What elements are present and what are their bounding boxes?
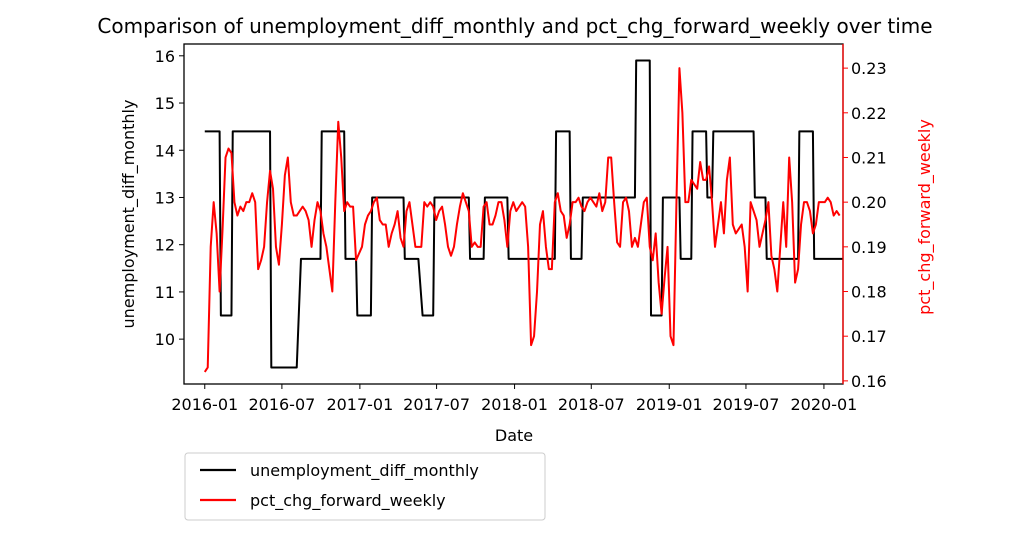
x-tick-label: 2016-07 bbox=[248, 395, 315, 414]
right-tick-label: 0.22 bbox=[851, 104, 887, 123]
x-axis-label: Date bbox=[495, 426, 533, 445]
x-tick-label: 2016-01 bbox=[171, 395, 238, 414]
legend-label-pct-chg: pct_chg_forward_weekly bbox=[250, 491, 446, 511]
left-tick-label: 15 bbox=[155, 94, 175, 113]
right-tick-label: 0.16 bbox=[851, 372, 887, 391]
right-tick-label: 0.20 bbox=[851, 193, 887, 212]
x-tick-label: 2017-01 bbox=[326, 395, 393, 414]
right-tick-label: 0.21 bbox=[851, 148, 887, 167]
left-tick-label: 14 bbox=[155, 141, 175, 160]
series-line-pct-chg-forward-weekly bbox=[203, 67, 841, 373]
right-tick-label: 0.17 bbox=[851, 327, 887, 346]
legend-box bbox=[184, 452, 546, 521]
plot-area bbox=[183, 43, 844, 385]
x-tick-label: 2020-01 bbox=[790, 395, 857, 414]
x-tick-label: 2018-07 bbox=[558, 395, 625, 414]
x-tick-label: 2017-07 bbox=[403, 395, 470, 414]
left-tick-label: 10 bbox=[155, 330, 175, 349]
x-tick-label: 2019-07 bbox=[713, 395, 780, 414]
series-line-unemployment-diff-monthly bbox=[204, 59, 843, 369]
right-series-group bbox=[203, 67, 841, 373]
left-axis-label: unemployment_diff_monthly bbox=[119, 100, 139, 329]
x-tick-label: 2019-01 bbox=[636, 395, 703, 414]
legend-label-unemployment: unemployment_diff_monthly bbox=[250, 461, 479, 481]
right-tick-label: 0.23 bbox=[851, 59, 887, 78]
left-tick-label: 11 bbox=[155, 283, 175, 302]
legend: unemployment_diff_monthly pct_chg_forwar… bbox=[184, 452, 546, 521]
right-axis-label: pct_chg_forward_weekly bbox=[915, 119, 935, 315]
x-tick-label: 2018-01 bbox=[481, 395, 548, 414]
left-axis-ticks: 10 11 12 13 14 15 16 bbox=[155, 47, 184, 349]
right-tick-label: 0.18 bbox=[851, 283, 887, 302]
left-series-group bbox=[204, 59, 843, 369]
chart-title: Comparison of unemployment_diff_monthly … bbox=[97, 14, 932, 38]
left-tick-label: 12 bbox=[155, 236, 175, 255]
x-axis-ticks: 2016-01 2016-07 2017-01 2017-07 2018-01 2018-… bbox=[171, 384, 857, 414]
right-axis-ticks: 0.16 0.17 0.18 0.19 0.20 0.21 0.22 0.23 bbox=[842, 44, 887, 391]
left-tick-label: 16 bbox=[155, 47, 175, 66]
right-tick-label: 0.19 bbox=[851, 238, 887, 257]
left-tick-label: 13 bbox=[155, 188, 175, 207]
